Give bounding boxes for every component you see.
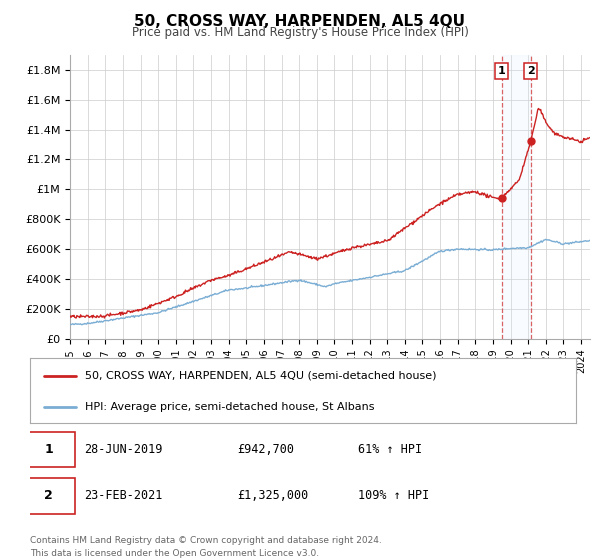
Text: 50, CROSS WAY, HARPENDEN, AL5 4QU (semi-detached house): 50, CROSS WAY, HARPENDEN, AL5 4QU (semi-… xyxy=(85,371,436,381)
Text: £942,700: £942,700 xyxy=(238,443,295,456)
Text: 2: 2 xyxy=(44,489,53,502)
Text: 61% ↑ HPI: 61% ↑ HPI xyxy=(358,443,422,456)
Text: £1,325,000: £1,325,000 xyxy=(238,489,309,502)
Text: 50, CROSS WAY, HARPENDEN, AL5 4QU: 50, CROSS WAY, HARPENDEN, AL5 4QU xyxy=(134,14,466,29)
Bar xyxy=(502,55,531,339)
Text: 28-JUN-2019: 28-JUN-2019 xyxy=(85,443,163,456)
Text: 1: 1 xyxy=(497,66,505,76)
Text: 109% ↑ HPI: 109% ↑ HPI xyxy=(358,489,429,502)
Text: HPI: Average price, semi-detached house, St Albans: HPI: Average price, semi-detached house,… xyxy=(85,402,374,412)
Text: 2: 2 xyxy=(527,66,535,76)
Text: This data is licensed under the Open Government Licence v3.0.: This data is licensed under the Open Gov… xyxy=(30,549,319,558)
Text: Price paid vs. HM Land Registry's House Price Index (HPI): Price paid vs. HM Land Registry's House … xyxy=(131,26,469,39)
Text: Contains HM Land Registry data © Crown copyright and database right 2024.: Contains HM Land Registry data © Crown c… xyxy=(30,536,382,545)
Text: 1: 1 xyxy=(44,443,53,456)
FancyBboxPatch shape xyxy=(22,432,76,467)
FancyBboxPatch shape xyxy=(22,478,76,514)
Text: 23-FEB-2021: 23-FEB-2021 xyxy=(85,489,163,502)
